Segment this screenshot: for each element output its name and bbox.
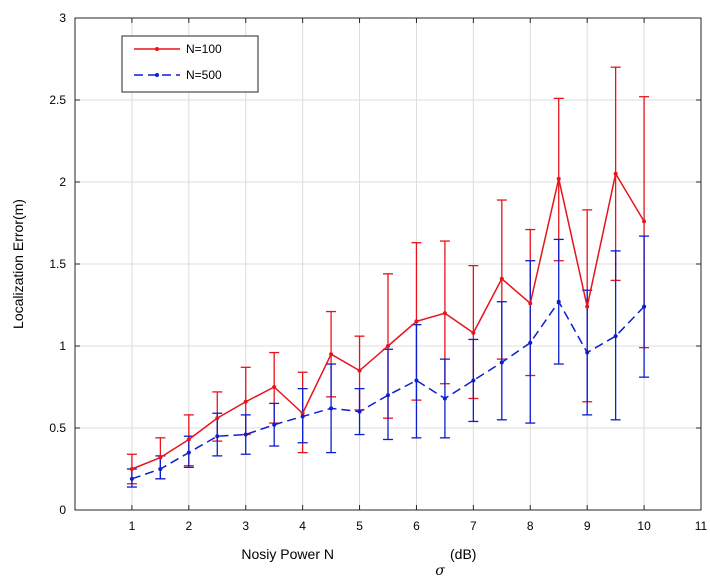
data-point-n500 bbox=[243, 432, 248, 437]
data-point-n500 bbox=[357, 409, 362, 414]
data-point-n100 bbox=[585, 304, 590, 309]
x-tick-label: 3 bbox=[242, 519, 249, 533]
y-axis-label: Localization Error(m) bbox=[10, 199, 26, 329]
data-point-n100 bbox=[442, 311, 447, 316]
x-tick-label: 9 bbox=[584, 519, 591, 533]
data-point-n100 bbox=[129, 467, 134, 471]
x-tick-label: 1 bbox=[129, 519, 136, 533]
data-point-n100 bbox=[528, 301, 533, 306]
data-point-n500 bbox=[329, 406, 334, 411]
data-point-n500 bbox=[613, 334, 618, 339]
legend-marker-n100 bbox=[155, 47, 159, 51]
data-point-n500 bbox=[414, 378, 419, 383]
data-point-n100 bbox=[300, 411, 305, 416]
y-tick-labels: 0 0.5 1 1.5 2 2.5 3 bbox=[49, 11, 66, 517]
data-point-n500 bbox=[556, 299, 561, 304]
data-point-n500 bbox=[528, 340, 533, 345]
x-tick-label: 10 bbox=[637, 519, 651, 533]
data-point-n100 bbox=[613, 171, 618, 176]
y-tick-label: 2.5 bbox=[49, 93, 66, 107]
data-point-n100 bbox=[186, 437, 191, 442]
legend-label-n100: N=100 bbox=[186, 42, 222, 56]
x-tick-label: 5 bbox=[356, 519, 363, 533]
data-point-n100 bbox=[215, 416, 220, 421]
x-tick-labels: 1 2 3 4 5 6 7 8 9 10 11 bbox=[129, 519, 708, 533]
data-point-n500 bbox=[272, 422, 277, 427]
data-point-n500 bbox=[585, 350, 590, 355]
y-tick-label: 0.5 bbox=[49, 421, 66, 435]
data-point-n500 bbox=[215, 434, 220, 439]
x-axis-label-subscript: σ bbox=[435, 563, 445, 579]
data-point-n500 bbox=[471, 378, 476, 383]
data-point-n500 bbox=[642, 304, 647, 309]
y-tick-label: 0 bbox=[59, 503, 66, 517]
series-points bbox=[129, 171, 647, 481]
data-point-n100 bbox=[386, 344, 390, 348]
data-point-n500 bbox=[442, 396, 447, 401]
data-point-n100 bbox=[471, 330, 476, 335]
x-tick-label: 4 bbox=[299, 519, 306, 533]
data-point-n500 bbox=[129, 476, 134, 481]
y-tick-label: 2 bbox=[59, 175, 66, 189]
legend: N=100 N=500 bbox=[121, 35, 259, 93]
x-tick-label: 11 bbox=[695, 519, 708, 533]
data-point-n100 bbox=[329, 352, 334, 357]
x-axis-label-unit: (dB) bbox=[450, 546, 476, 562]
data-point-n100 bbox=[272, 385, 277, 389]
x-tick-label: 7 bbox=[470, 519, 477, 533]
plot-frame bbox=[74, 17, 702, 511]
legend-box bbox=[121, 35, 259, 93]
data-point-n100 bbox=[642, 219, 647, 224]
y-tick-label: 3 bbox=[59, 11, 66, 25]
x-tick-label: 2 bbox=[185, 519, 192, 533]
data-point-n500 bbox=[499, 360, 504, 365]
legend-label-n500: N=500 bbox=[186, 68, 222, 82]
x-tick-label: 6 bbox=[413, 519, 420, 533]
data-point-n500 bbox=[300, 414, 305, 419]
y-tick-label: 1 bbox=[59, 339, 66, 353]
x-axis-label: Nosiy Power N bbox=[241, 546, 334, 562]
data-point-n100 bbox=[357, 368, 362, 373]
data-point-n500 bbox=[386, 393, 390, 398]
data-point-n100 bbox=[158, 455, 163, 460]
data-point-n100 bbox=[414, 319, 419, 324]
data-point-n100 bbox=[556, 176, 561, 181]
data-point-n100 bbox=[499, 276, 504, 281]
y-tick-label: 1.5 bbox=[49, 257, 66, 271]
data-point-n500 bbox=[158, 467, 163, 471]
data-point-n500 bbox=[186, 450, 191, 455]
legend-marker-n500 bbox=[155, 73, 159, 77]
x-tick-label: 8 bbox=[527, 519, 534, 533]
data-point-n100 bbox=[243, 399, 248, 404]
